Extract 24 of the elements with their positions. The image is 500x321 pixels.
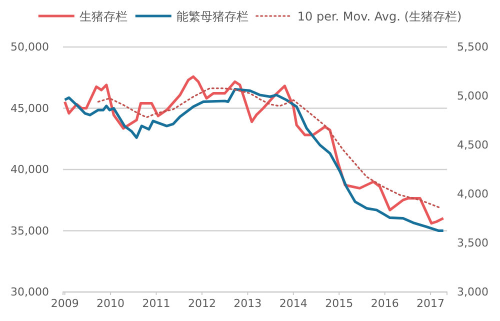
x-tick-label: 2013 [234, 296, 262, 310]
y2-tick-label: 3,500 [457, 236, 488, 250]
legend-label: 能繁母猪存栏 [176, 10, 248, 24]
y-tick-label: 30,000 [10, 286, 49, 299]
y2-tick-label: 4,000 [457, 188, 488, 201]
x-tick-label: 2011 [142, 296, 170, 310]
y-tick-label: 35,000 [10, 224, 49, 238]
x-tick-label: 2015 [325, 296, 354, 310]
legend-label: 10 per. Mov. Avg. (生猪存栏) [297, 10, 462, 24]
y2-tick-label: 5,500 [457, 40, 488, 54]
x-tick-label: 2012 [188, 296, 216, 310]
x-tick-label: 2014 [279, 296, 308, 310]
x-tick-label: 2016 [370, 296, 399, 310]
y2-tick-label: 5,000 [457, 90, 488, 103]
x-tick-label: 2017 [416, 296, 445, 310]
y-tick-label: 40,000 [10, 163, 49, 176]
y-tick-label: 50,000 [10, 40, 49, 54]
y2-tick-label: 3,000 [457, 286, 488, 299]
y-tick-label: 45,000 [10, 102, 49, 115]
x-tick-label: 2010 [96, 296, 125, 310]
x-tick-label: 2009 [50, 296, 79, 310]
y2-tick-label: 4,500 [457, 138, 488, 152]
line-series [97, 87, 442, 210]
legend-label: 生猪存栏 [79, 10, 128, 24]
